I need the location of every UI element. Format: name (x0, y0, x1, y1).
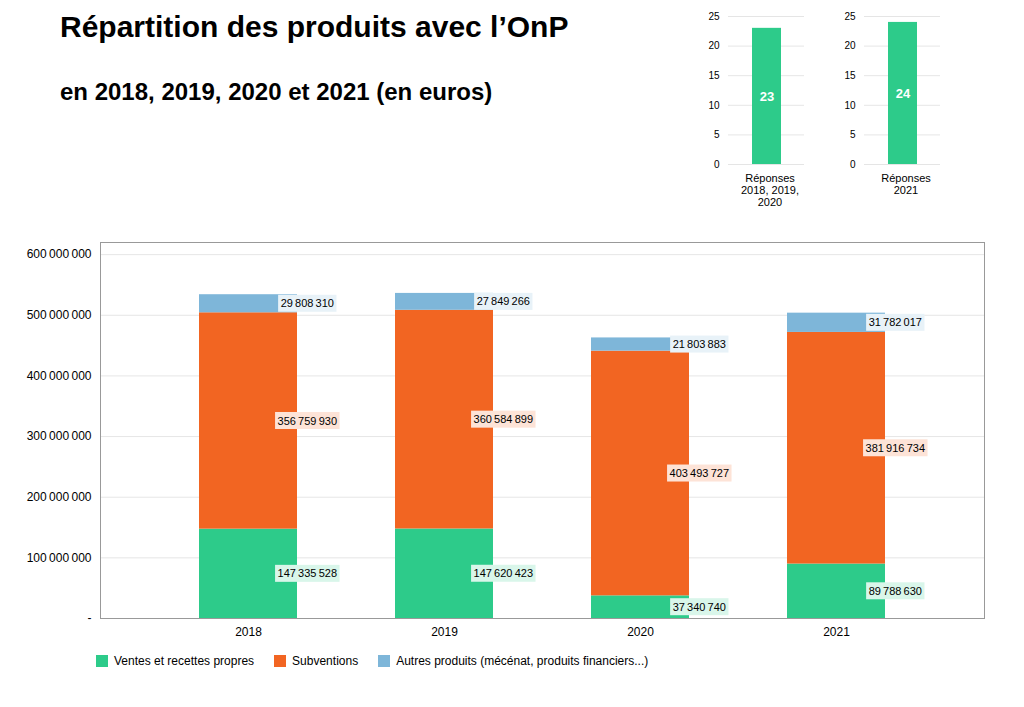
svg-text:15: 15 (844, 70, 856, 81)
svg-text:27 849 266: 27 849 266 (477, 295, 530, 307)
svg-text:5: 5 (714, 129, 720, 140)
svg-text:600 000 000: 600 000 000 (27, 247, 92, 261)
svg-text:0: 0 (850, 159, 856, 168)
svg-text:25: 25 (844, 11, 856, 22)
html-text:Répartition des produits avec: Répartition des produits avec l’OnP (60, 10, 569, 43)
svg-text:500 000 000: 500 000 000 (27, 308, 92, 322)
svg-text:2019: 2019 (431, 625, 458, 639)
svg-text:10: 10 (844, 100, 856, 111)
svg-text:20: 20 (708, 40, 720, 51)
svg-text:21 803 883: 21 803 883 (673, 338, 726, 350)
svg-text:24: 24 (896, 86, 911, 101)
html-text:Réponses 2018, 2019, 2020: Réponses 2018, 2019, 2020 (740, 172, 800, 208)
svg-text:2020: 2020 (627, 625, 654, 639)
svg-text:356 759 930: 356 759 930 (278, 414, 337, 426)
svg-text:-: - (88, 611, 92, 625)
svg-text:37 340 740: 37 340 740 (673, 601, 726, 613)
svg-text:360 584 899: 360 584 899 (474, 413, 533, 425)
svg-text:200 000 000: 200 000 000 (27, 490, 92, 504)
svg-text:403 493 727: 403 493 727 (670, 467, 729, 479)
svg-text:89 788 630: 89 788 630 (869, 585, 922, 597)
svg-text:100 000 000: 100 000 000 (27, 551, 92, 565)
svg-text:0: 0 (714, 159, 720, 168)
svg-text:29 808 310: 29 808 310 (281, 297, 334, 309)
svg-text:5: 5 (850, 129, 856, 140)
svg-text:15: 15 (708, 70, 720, 81)
svg-text:23: 23 (760, 89, 774, 104)
svg-text:2018: 2018 (235, 625, 262, 639)
html-text:Réponses 2021: Réponses 2021 (881, 172, 931, 196)
html-text:Subventions: Subventions (292, 654, 359, 668)
svg-text:2021: 2021 (823, 625, 850, 639)
html-text:Autres produits (mécénat, prod: Autres produits (mécénat, produits finan… (396, 654, 649, 668)
svg-text:147 335 528: 147 335 528 (278, 567, 337, 579)
html-text:en 2018, 2019, 2020 et 2021 (e: en 2018, 2019, 2020 et 2021 (en euros) (60, 78, 493, 105)
svg-text:400 000 000: 400 000 000 (27, 369, 92, 383)
svg-text:10: 10 (708, 100, 720, 111)
html-text:Ventes et recettes propres: Ventes et recettes propres (114, 654, 255, 668)
svg-text:300 000 000: 300 000 000 (27, 429, 92, 443)
svg-text:381 916 734: 381 916 734 (866, 442, 925, 454)
svg-text:25: 25 (708, 11, 720, 22)
svg-text:31 782 017: 31 782 017 (869, 316, 922, 328)
svg-text:20: 20 (844, 40, 856, 51)
svg-text:147 620 423: 147 620 423 (474, 567, 533, 579)
